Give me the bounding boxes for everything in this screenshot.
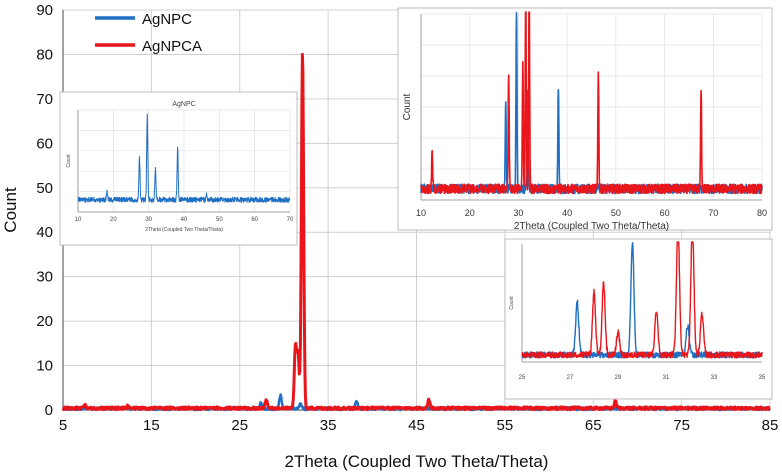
inset-x-tick-label: 35 bbox=[759, 375, 766, 381]
inset-zoom: 25 27 29 31 33 35 Count bbox=[504, 238, 773, 400]
inset-overlay: 10 20 30 40 50 60 70 80 2Theta (Coupled Two Thet… bbox=[397, 7, 773, 232]
inset-frame bbox=[504, 238, 773, 400]
inset-x-tick-label: 80 bbox=[757, 208, 767, 218]
inset-series-line bbox=[77, 113, 291, 203]
y-tick-label: 80 bbox=[36, 46, 53, 63]
inset-x-tick-label: 25 bbox=[519, 375, 526, 381]
inset-x-tick-label: 70 bbox=[287, 217, 294, 223]
inset-x-tick-label: 60 bbox=[660, 208, 670, 218]
inset-series-line bbox=[420, 11, 763, 195]
x-axis-label: 2Theta (Coupled Two Theta/Theta) bbox=[285, 452, 549, 471]
inset-x-tick-label: 70 bbox=[708, 208, 718, 218]
y-tick-label: 50 bbox=[36, 180, 53, 197]
x-tick-label: 15 bbox=[143, 417, 160, 434]
inset-x-tick-label: 33 bbox=[711, 375, 718, 381]
inset-x-axis-label: 2Theta (Coupled Two Theta/Theta) bbox=[514, 221, 669, 232]
inset-agnpc: 10 20 30 40 50 60 70 2Theta (Coupled Two Theta/… bbox=[59, 91, 298, 246]
y-tick-label: 90 bbox=[36, 2, 53, 19]
x-tick-label: 35 bbox=[320, 417, 337, 434]
x-tick-label: 5 bbox=[59, 417, 67, 434]
inset-x-tick-label: 31 bbox=[663, 375, 670, 381]
inset-x-tick-label: 60 bbox=[251, 217, 258, 223]
inset-x-tick-label: 50 bbox=[611, 208, 621, 218]
inset-x-tick-label: 29 bbox=[615, 375, 622, 381]
inset-x-axis-label: 2Theta (Coupled Two Theta/Theta) bbox=[145, 227, 223, 233]
y-tick-label: 30 bbox=[36, 269, 53, 286]
y-axis-label: Count bbox=[1, 187, 20, 233]
inset-x-tick-label: 50 bbox=[216, 217, 223, 223]
y-tick-label: 10 bbox=[36, 358, 53, 375]
series-line-AgNPCA bbox=[61, 52, 771, 412]
y-tick-label: 60 bbox=[36, 135, 53, 152]
y-tick-label: 40 bbox=[36, 224, 53, 241]
inset-title: AgNPC bbox=[172, 101, 195, 108]
inset-y-axis-label: Count bbox=[66, 154, 72, 168]
inset-series-line bbox=[521, 241, 763, 359]
inset-frame bbox=[397, 7, 773, 231]
x-tick-label: 85 bbox=[762, 417, 779, 434]
inset-x-tick-label: 30 bbox=[145, 217, 152, 223]
inset-x-tick-label: 10 bbox=[416, 208, 426, 218]
inset-x-tick-label: 40 bbox=[181, 217, 188, 223]
x-tick-label: 25 bbox=[231, 417, 248, 434]
legend-label: AgNPCA bbox=[142, 38, 202, 55]
x-tick-label: 65 bbox=[585, 417, 602, 434]
inset-x-tick-label: 40 bbox=[562, 208, 572, 218]
x-tick-label: 55 bbox=[497, 417, 514, 434]
y-tick-label: 70 bbox=[36, 91, 53, 108]
x-tick-label: 75 bbox=[673, 417, 690, 434]
inset-x-tick-label: 20 bbox=[465, 208, 475, 218]
inset-x-tick-label: 20 bbox=[110, 217, 117, 223]
inset-y-axis-label: Count bbox=[509, 296, 515, 310]
inset-y-axis-label: Count bbox=[402, 93, 413, 120]
x-tick-label: 45 bbox=[408, 417, 425, 434]
inset-x-tick-label: 10 bbox=[75, 217, 82, 223]
y-tick-label: 20 bbox=[36, 313, 53, 330]
y-tick-label: 0 bbox=[45, 402, 53, 419]
inset-x-tick-label: 30 bbox=[513, 208, 523, 218]
legend: AgNPC AgNPCA bbox=[95, 11, 202, 55]
inset-x-tick-label: 27 bbox=[567, 375, 574, 381]
legend-label: AgNPC bbox=[142, 11, 192, 28]
